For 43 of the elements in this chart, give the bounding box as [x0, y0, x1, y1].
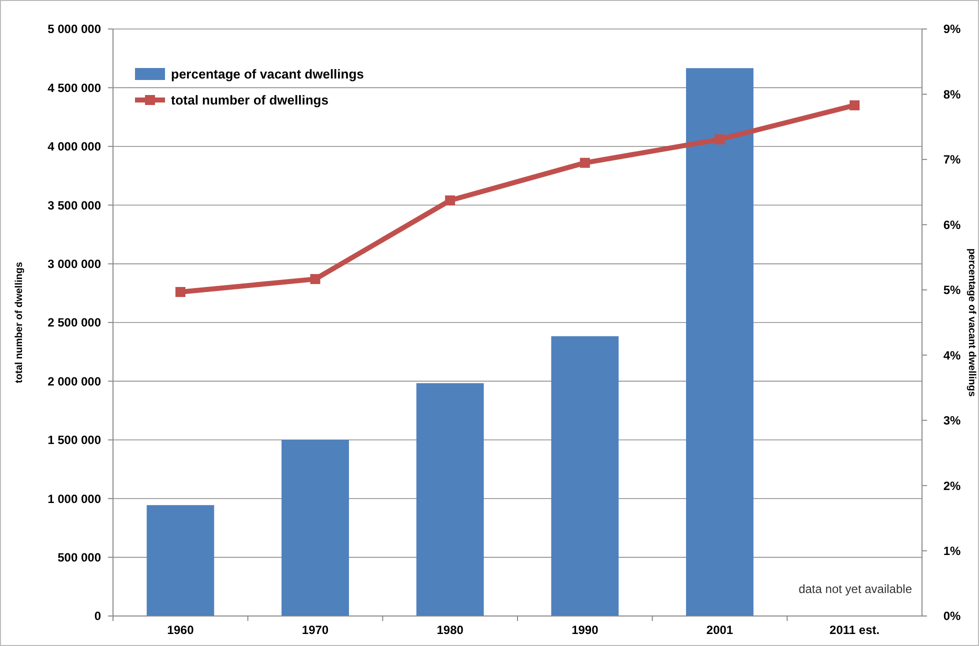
y-tick-label: 4 500 000 — [48, 80, 102, 95]
y2-tick-label: 9% — [943, 22, 961, 36]
y2-tick-label: 4% — [943, 348, 961, 362]
x-tick-label: 1960 — [167, 623, 194, 637]
y-tick-label: 1 000 000 — [48, 492, 102, 506]
point — [310, 274, 320, 284]
y-axis-title: total number of dwellings — [14, 262, 25, 384]
y2-tick-label: 1% — [943, 544, 961, 558]
point — [175, 286, 186, 297]
y-tick-label: 2 000 000 — [48, 374, 102, 388]
annotation: data not yet available — [798, 582, 912, 596]
y2-tick-label: 6% — [943, 218, 961, 232]
y-tick-label: 500 000 — [58, 550, 102, 564]
y-tick-label: 3 000 000 — [48, 257, 102, 271]
x-tick-label: 1990 — [572, 623, 599, 637]
point — [580, 158, 590, 168]
x-tick-label: 2011 est. — [830, 623, 880, 637]
y2-tick-label: 2% — [943, 478, 961, 493]
bar — [416, 383, 484, 616]
y-tick-label: 2 500 000 — [48, 316, 102, 330]
y2-tick-label: 0% — [943, 609, 961, 624]
y2-tick-label: 8% — [943, 87, 961, 102]
y-tick-label: 5 000 000 — [48, 22, 102, 36]
x-tick-label: 1980 — [436, 623, 464, 637]
x-tick-label: 1970 — [302, 623, 329, 637]
point — [445, 195, 456, 206]
legend-label: percentage of vacant dwellings — [171, 66, 364, 82]
bar — [282, 440, 349, 616]
y2-tick-label: 3% — [943, 414, 961, 428]
y-tick-label: 3 500 000 — [48, 198, 102, 212]
x-tick-label: 2001 — [706, 623, 734, 637]
y2-axis-title: percentage of vacant dwellings — [966, 248, 977, 398]
point — [714, 134, 725, 144]
bar — [686, 68, 754, 616]
bar — [146, 505, 214, 616]
y-tick-label: 4 000 000 — [48, 140, 102, 154]
legend-label: total number of dwellings — [171, 92, 328, 108]
y2-tick-label: 5% — [943, 283, 961, 298]
point — [850, 100, 860, 110]
bar — [551, 336, 619, 616]
y-tick-label: 0 — [94, 609, 102, 624]
y-tick-label: 1 500 000 — [48, 433, 102, 448]
y2-tick-label: 7% — [943, 152, 961, 167]
